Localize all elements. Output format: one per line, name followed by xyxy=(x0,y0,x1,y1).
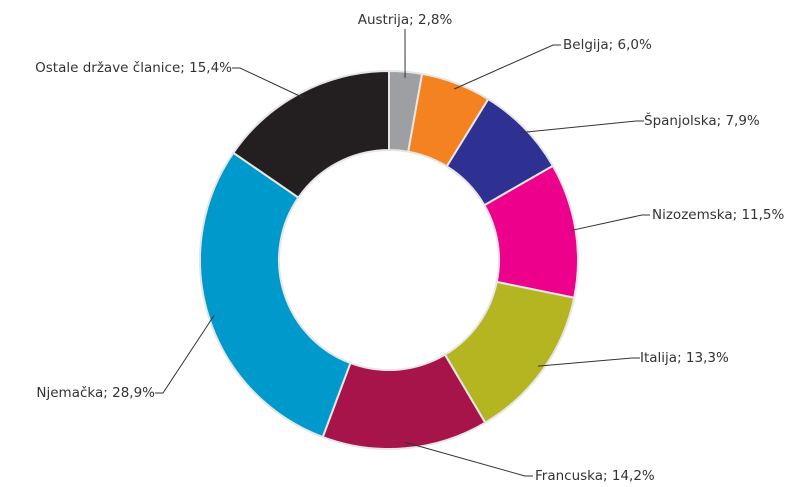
slice-label: Belgija; 6,0% xyxy=(563,37,652,53)
slice-label: Francuska; 14,2% xyxy=(535,468,655,484)
slice-label: Njemačka; 28,9% xyxy=(36,385,155,401)
slice-label: Austrija; 2,8% xyxy=(358,12,453,28)
leader-line xyxy=(404,441,533,477)
donut-slice xyxy=(199,151,352,439)
leader-line xyxy=(538,357,640,367)
slice-label: Nizozemska; 11,5% xyxy=(652,207,785,223)
leader-line xyxy=(155,314,215,394)
leader-line xyxy=(232,67,305,99)
leader-line xyxy=(569,214,650,232)
slice-label: Španjolska; 7,9% xyxy=(644,111,760,129)
leader-line xyxy=(520,120,644,134)
leader-line xyxy=(454,44,561,90)
donut-slice xyxy=(231,69,390,199)
slice-label: Ostale države članice; 15,4% xyxy=(35,60,232,76)
slice-label: Italija; 13,3% xyxy=(640,350,729,366)
